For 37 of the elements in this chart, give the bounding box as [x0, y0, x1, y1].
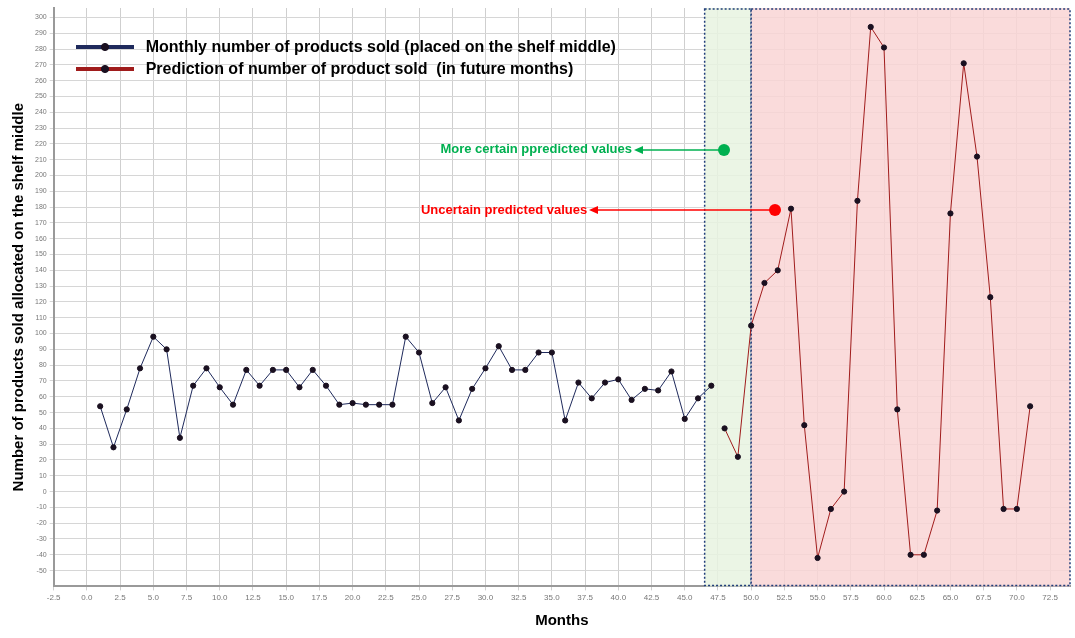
x-tick-label: 2.5: [114, 593, 127, 603]
x-tick-label: 72.5: [1042, 593, 1059, 603]
x-tick-label: 5.0: [147, 593, 160, 603]
x-tick-label: 32.5: [510, 593, 527, 603]
x-axis-title: Months: [535, 611, 589, 629]
x-tick-label: 52.5: [776, 593, 793, 603]
x-tick-label: 30.0: [477, 593, 494, 603]
x-tick-label: 40.0: [610, 593, 627, 603]
x-tick-label: 62.5: [909, 593, 926, 603]
x-tick-label: 47.5: [710, 593, 727, 603]
x-tick-label: 65.0: [942, 593, 959, 603]
legend-label: Monthly number of products sold (placed on the shelf middle): [145, 38, 616, 56]
band-label: Uncertain predicted values: [420, 202, 588, 218]
x-tick-label: 17.5: [311, 593, 328, 603]
band-label: More certain ppredicted values: [440, 141, 632, 157]
x-tick-label: 27.5: [444, 593, 461, 603]
x-tick-label: 57.5: [843, 593, 860, 603]
x-tick-label: 42.5: [643, 593, 660, 603]
x-tick-label: 22.5: [378, 593, 395, 603]
x-tick-label: 67.5: [975, 593, 992, 603]
x-tick-label: 50.0: [743, 593, 760, 603]
x-tick-label: 25.0: [411, 593, 428, 603]
legend-label: Prediction of number of product sold (in future months): [145, 60, 574, 78]
x-tick-label: 70.0: [1009, 593, 1026, 603]
x-tick-label: 15.0: [278, 593, 295, 603]
x-tick-label: 10.0: [211, 593, 229, 603]
x-tick-label: 45.0: [676, 593, 694, 603]
x-tick-label: 37.5: [577, 593, 594, 603]
x-tick-label: 60.0: [876, 593, 893, 603]
x-tick-label: 12.5: [245, 593, 262, 603]
x-tick-label: -2.5: [46, 593, 62, 603]
x-tick-label: 0.0: [81, 593, 93, 603]
x-tick-label: 7.5: [180, 593, 193, 603]
x-tick-label: 35.0: [544, 593, 561, 603]
x-tick-label: 20.0: [344, 593, 361, 603]
y-axis-title: Number of products sold allocated on the shelf middle: [9, 103, 27, 492]
x-tick-label: 55.0: [809, 593, 826, 603]
